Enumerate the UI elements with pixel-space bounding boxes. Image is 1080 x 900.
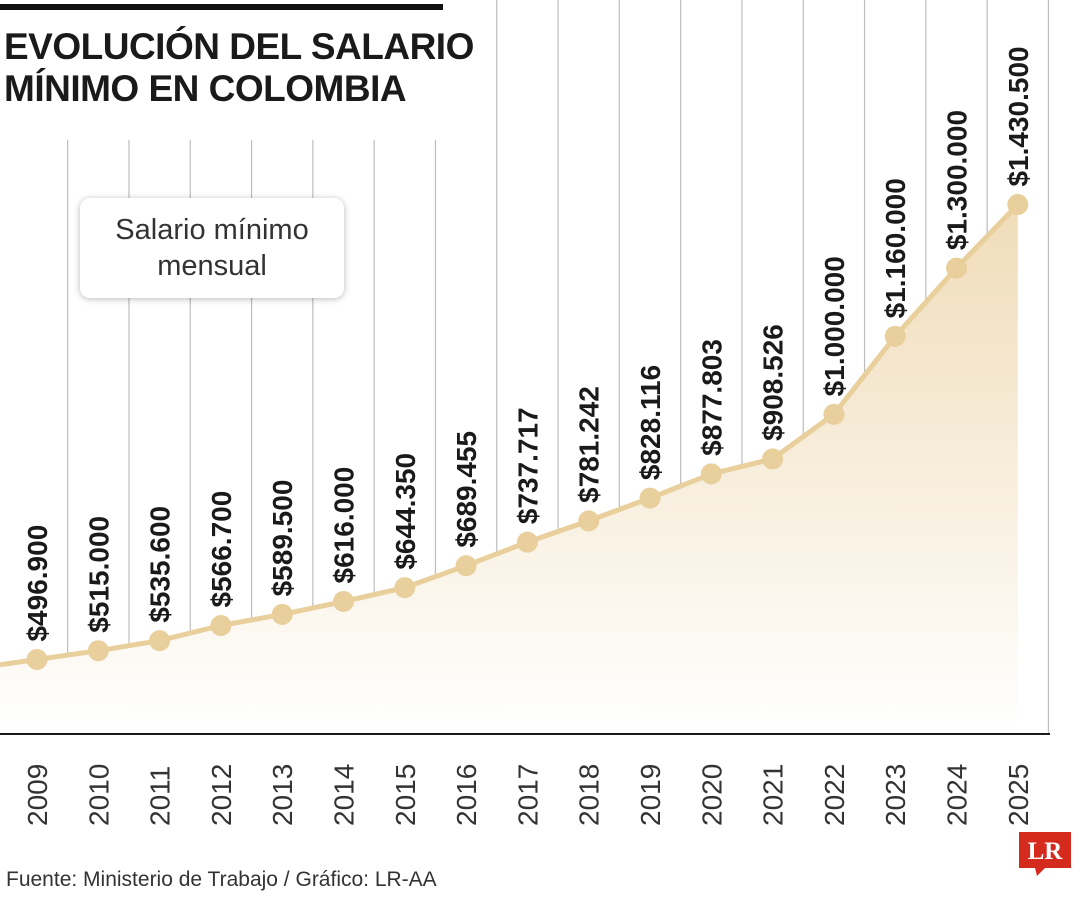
data-point-2012 — [210, 614, 232, 636]
title-rule — [0, 4, 443, 10]
x-tick-2020: 2020 — [696, 764, 727, 826]
data-label-2021: $908.526 — [758, 324, 789, 441]
data-points — [26, 194, 1029, 671]
data-point-2020 — [700, 463, 722, 485]
title-line-1: EVOLUCIÓN DEL SALARIO — [4, 26, 474, 67]
x-tick-2016: 2016 — [451, 764, 482, 826]
data-label-2020: $877.803 — [696, 339, 727, 456]
data-label-2023: $1.160.000 — [880, 178, 911, 318]
x-tick-2009: 2009 — [22, 764, 53, 826]
data-label-2025: $1.430.500 — [1003, 46, 1034, 186]
legend-box: Salario mínimo mensual — [80, 198, 344, 298]
data-label-2024: $1.300.000 — [942, 110, 973, 250]
chart-title: EVOLUCIÓN DEL SALARIO MÍNIMO EN COLOMBIA — [4, 26, 474, 110]
data-point-2015 — [394, 577, 416, 599]
data-point-2023 — [884, 325, 906, 347]
data-label-2017: $737.717 — [512, 407, 543, 524]
data-label-2013: $589.500 — [267, 480, 298, 597]
x-tick-2024: 2024 — [942, 764, 973, 826]
x-tick-labels: 2009 2010 2011 2012 2013 2014 2015 2016 2017 2018… — [22, 764, 1034, 826]
x-tick-2014: 2014 — [329, 764, 360, 826]
data-label-2014: $616.000 — [329, 467, 360, 584]
data-point-2016 — [455, 555, 477, 577]
data-label-2018: $781.242 — [574, 386, 605, 503]
data-label-2015: $644.350 — [390, 453, 421, 570]
x-tick-2025: 2025 — [1003, 764, 1034, 826]
lr-logo: LR — [1019, 832, 1071, 876]
logo-text: LR — [1028, 838, 1064, 865]
x-tick-2010: 2010 — [83, 764, 114, 826]
source-note: Fuente: Ministerio de Trabajo / Gráfico:… — [6, 868, 437, 891]
data-point-2010 — [87, 640, 109, 662]
x-tick-2015: 2015 — [390, 764, 421, 826]
x-tick-2011: 2011 — [145, 766, 176, 826]
data-labels: $496.900 $515.000 $535.600 $566.700 $589.500… — [22, 46, 1034, 641]
data-label-2011: $535.600 — [145, 506, 176, 623]
data-label-2012: $566.700 — [206, 491, 237, 608]
data-point-2013 — [271, 603, 293, 625]
data-point-2024 — [946, 257, 967, 279]
x-tick-2012: 2012 — [206, 764, 237, 826]
x-tick-2019: 2019 — [635, 764, 666, 826]
x-tick-2022: 2022 — [819, 764, 850, 826]
x-tick-2021: 2021 — [758, 764, 789, 826]
title-line-2: MÍNIMO EN COLOMBIA — [4, 68, 407, 109]
x-tick-2023: 2023 — [880, 764, 911, 826]
area-fill — [0, 204, 1018, 734]
data-point-2021 — [762, 448, 784, 470]
x-tick-2018: 2018 — [574, 764, 605, 826]
data-point-2019 — [639, 487, 661, 509]
data-point-2022 — [823, 403, 845, 425]
data-label-2016: $689.455 — [451, 431, 482, 548]
data-label-2019: $828.116 — [635, 365, 666, 480]
x-tick-2013: 2013 — [267, 764, 298, 826]
data-point-2011 — [149, 630, 171, 652]
data-label-2009: $496.900 — [22, 525, 53, 642]
data-point-2009 — [26, 649, 48, 671]
data-point-2014 — [333, 590, 354, 612]
data-point-2025 — [1007, 194, 1029, 216]
data-label-2010: $515.000 — [83, 516, 114, 633]
data-label-2022: $1.000.000 — [819, 256, 850, 396]
x-tick-2017: 2017 — [512, 764, 543, 826]
data-point-2018 — [578, 510, 600, 532]
data-point-2017 — [516, 531, 538, 553]
legend-label: Salario mínimo mensual — [115, 214, 309, 282]
